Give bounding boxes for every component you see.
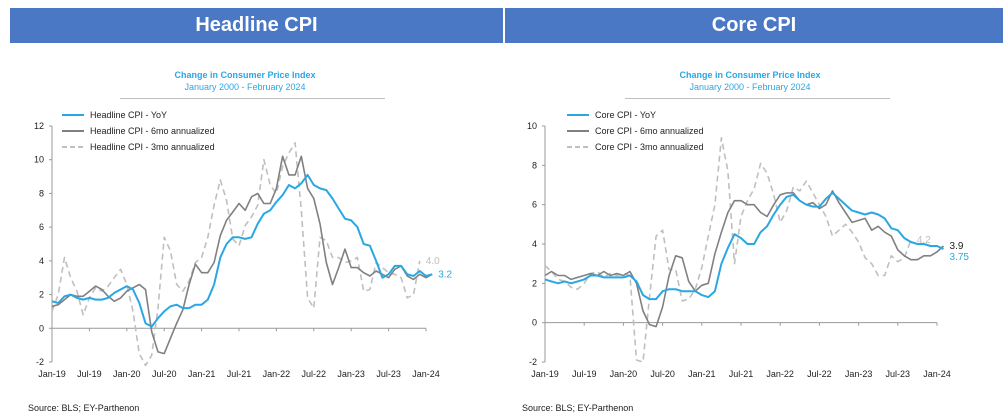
y-tick-label: 6 xyxy=(39,222,44,232)
x-tick-label: Jan-21 xyxy=(688,369,716,379)
y-tick-label: 0 xyxy=(532,318,537,328)
chart-subtitle: January 2000 - February 2024 xyxy=(184,82,306,92)
chart-subtitle: January 2000 - February 2024 xyxy=(689,82,811,92)
series-line-3 xyxy=(544,136,912,363)
headline-cpi-panel: Headline CPI Change in Consumer Price In… xyxy=(0,0,503,418)
y-tick-label: 8 xyxy=(532,160,537,170)
x-tick-label: Jul-22 xyxy=(807,369,832,379)
x-tick-label: Jul-21 xyxy=(227,369,252,379)
y-tick-label: -2 xyxy=(529,357,537,367)
x-tick-label: Jan-21 xyxy=(188,369,216,379)
end-value-label: 4.0 xyxy=(426,256,440,267)
series-line-2 xyxy=(544,190,945,328)
x-tick-label: Jan-24 xyxy=(923,369,951,379)
legend-label: Core CPI - 3mo annualized xyxy=(595,142,704,152)
x-tick-label: Jan-20 xyxy=(113,369,141,379)
x-tick-label: Jan-23 xyxy=(845,369,873,379)
panel-banner: Headline CPI xyxy=(10,8,503,43)
x-tick-label: Jan-22 xyxy=(766,369,794,379)
y-tick-label: 2 xyxy=(39,290,44,300)
series-line-1 xyxy=(544,191,944,301)
source-note: Source: BLS; EY-Parthenon xyxy=(28,403,140,413)
end-value-label: 3.2 xyxy=(438,269,452,280)
y-tick-label: 8 xyxy=(39,188,44,198)
y-tick-label: 2 xyxy=(532,278,537,288)
core-cpi-panel: Core CPI Change in Consumer Price Index … xyxy=(505,0,1007,418)
x-tick-label: Jul-23 xyxy=(886,369,911,379)
y-tick-label: 10 xyxy=(34,155,44,165)
x-tick-label: Jul-21 xyxy=(729,369,754,379)
legend-label: Headline CPI - YoY xyxy=(90,110,167,120)
x-tick-label: Jan-23 xyxy=(337,369,365,379)
end-value-label: 3.9 xyxy=(950,241,964,252)
x-tick-label: Jul-20 xyxy=(650,369,675,379)
series-line-3 xyxy=(51,142,421,367)
end-value-label: 4.2 xyxy=(917,235,931,246)
chart-title: Change in Consumer Price Index xyxy=(679,70,821,80)
y-tick-label: 6 xyxy=(532,200,537,210)
headline-cpi-chart: -2 0 2 4 6 8 10 12 Jan-19 Jul-19 Jan-20 Jul-20 Jan-2… xyxy=(34,110,453,379)
x-tick-label: Jul-22 xyxy=(302,369,327,379)
end-value-label: 3.75 xyxy=(950,252,970,263)
x-tick-label: Jul-20 xyxy=(152,369,177,379)
panel-banner: Core CPI xyxy=(505,8,1003,43)
legend-label: Headline CPI - 6mo annualized xyxy=(90,126,215,136)
x-tick-label: Jul-19 xyxy=(572,369,597,379)
x-tick-label: Jan-19 xyxy=(38,369,66,379)
legend-label: Core CPI - YoY xyxy=(595,110,656,120)
y-tick-label: 0 xyxy=(39,323,44,333)
y-tick-label: 4 xyxy=(532,239,537,249)
source-note: Source: BLS; EY-Parthenon xyxy=(522,403,634,413)
x-tick-label: Jul-19 xyxy=(77,369,102,379)
legend-label: Headline CPI - 3mo annualized xyxy=(90,142,215,152)
y-tick-label: 10 xyxy=(527,121,537,131)
chart-title: Change in Consumer Price Index xyxy=(174,70,316,80)
series-line-1 xyxy=(51,173,433,328)
y-tick-label: 4 xyxy=(39,256,44,266)
y-tick-label: 12 xyxy=(34,121,44,131)
x-tick-label: Jan-19 xyxy=(531,369,559,379)
y-tick-label: -2 xyxy=(36,357,44,367)
legend-label: Core CPI - 6mo annualized xyxy=(595,126,704,136)
x-tick-label: Jan-20 xyxy=(610,369,638,379)
x-tick-label: Jan-22 xyxy=(263,369,291,379)
title-divider xyxy=(120,98,385,99)
x-tick-label: Jan-24 xyxy=(412,369,440,379)
series-line-2 xyxy=(51,155,433,355)
core-cpi-chart: -2 0 2 4 6 8 10 Jan-19 Jul-19 Jan-20 Jul-20 Jan-21 J… xyxy=(527,110,970,379)
title-divider xyxy=(625,98,890,99)
x-tick-label: Jul-23 xyxy=(376,369,401,379)
